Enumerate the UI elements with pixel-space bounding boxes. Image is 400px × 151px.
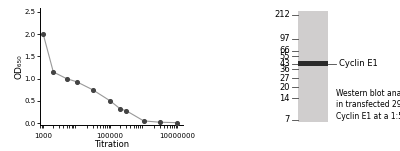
Text: 43: 43 (279, 59, 290, 68)
Point (117, 108, 124, 110)
Text: Western blot analysis of Cyclin E1
in transfected 293T cells  with anti-
Cyclin : Western blot analysis of Cyclin E1 in tr… (336, 89, 400, 121)
Point (174, 121, 180, 124)
Point (90, 89, 96, 91)
Point (74, 81, 80, 83)
Point (123, 109, 129, 112)
Bar (298, 11, 328, 122)
X-axis label: Titration: Titration (94, 140, 129, 149)
Point (107, 100, 113, 102)
Point (156, 121, 163, 123)
Text: 212: 212 (274, 10, 290, 19)
Point (64, 77, 70, 80)
Text: 14: 14 (279, 94, 290, 103)
Text: 7: 7 (284, 115, 290, 124)
Text: Cyclin E1: Cyclin E1 (339, 59, 378, 68)
Bar (298, 61, 328, 66)
Text: 55: 55 (279, 52, 290, 61)
Text: 66: 66 (279, 46, 290, 55)
Text: 27: 27 (279, 74, 290, 83)
Point (140, 120, 147, 122)
Y-axis label: OD₆₅₀: OD₆₅₀ (14, 54, 23, 79)
Text: 97: 97 (279, 34, 290, 43)
Point (40, 33, 46, 35)
Text: 20: 20 (279, 83, 290, 92)
Point (50, 71, 56, 73)
Text: 36: 36 (279, 65, 290, 74)
